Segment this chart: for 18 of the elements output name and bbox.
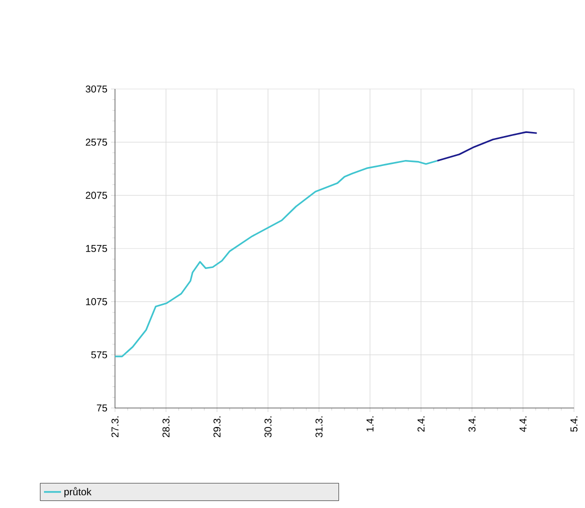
y-tick-label: 3075 xyxy=(86,85,108,93)
x-tick-label: 1.4. xyxy=(366,416,374,432)
y-tick-label: 75 xyxy=(96,404,108,412)
x-tick-label: 4.4. xyxy=(520,416,526,432)
x-tick-label: 31.3. xyxy=(315,416,323,438)
x-tick-label: 2.4. xyxy=(418,416,424,432)
y-tick-label: 2075 xyxy=(86,192,108,199)
y-tick-label: 575 xyxy=(91,351,108,358)
y-tick-label: 1575 xyxy=(86,245,108,252)
y-tick-label: 2575 xyxy=(86,138,108,146)
legend-label: průtok xyxy=(64,487,92,498)
x-tick-label: 28.3. xyxy=(162,416,170,438)
x-tick-label: 29.3. xyxy=(213,416,221,438)
x-tick-label: 30.3. xyxy=(264,416,272,438)
x-tick-label: 3.4. xyxy=(468,416,476,432)
x-tick-label: 5.4. xyxy=(570,416,578,432)
x-tick-label: 27.3. xyxy=(111,416,119,438)
y-tick-label: 1075 xyxy=(86,298,108,306)
